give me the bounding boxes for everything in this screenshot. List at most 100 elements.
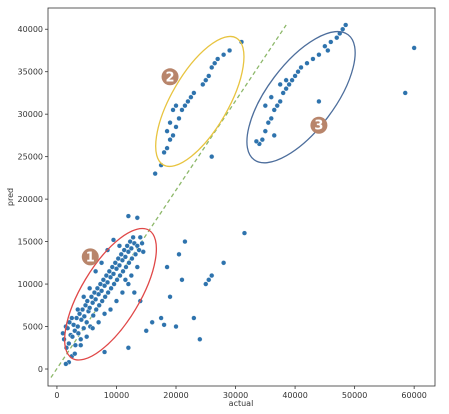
data-point — [191, 90, 197, 96]
data-point — [66, 340, 72, 347]
data-point — [158, 315, 164, 321]
data-point — [90, 312, 96, 319]
data-point — [107, 274, 114, 280]
data-point — [90, 325, 96, 331]
data-point — [304, 60, 310, 66]
data-point — [81, 325, 87, 331]
data-point — [209, 272, 215, 279]
y-tick-label: 15000 — [18, 238, 43, 247]
data-point — [283, 77, 289, 83]
data-point — [90, 300, 96, 306]
points-layer — [60, 22, 417, 367]
y-tick-label: 35000 — [18, 68, 43, 77]
data-point — [101, 283, 108, 289]
x-tick-label: 30000 — [223, 391, 248, 400]
data-point — [137, 234, 143, 240]
data-point — [125, 249, 131, 255]
cluster-ellipse-1 — [63, 227, 158, 361]
data-point — [173, 323, 179, 330]
data-point — [149, 319, 155, 325]
cluster-badge-label-2: 2 — [166, 70, 175, 85]
data-point — [164, 264, 170, 270]
data-point — [79, 306, 86, 313]
data-point — [114, 277, 120, 283]
data-point — [176, 115, 182, 122]
data-point — [206, 277, 212, 283]
x-tick-label: 0 — [54, 391, 59, 400]
y-tick-label: 30000 — [18, 110, 43, 119]
data-point — [164, 145, 170, 151]
data-point — [132, 251, 139, 257]
data-point — [129, 255, 135, 262]
data-point — [277, 98, 283, 105]
data-point — [123, 264, 129, 270]
data-point — [200, 81, 206, 88]
data-point — [111, 281, 117, 287]
data-point — [73, 315, 80, 321]
x-axis-ticks: 0 10000 20000 30000 40000 50000 60000 — [54, 386, 427, 400]
data-point — [182, 103, 188, 109]
data-point — [274, 103, 280, 109]
data-point — [63, 361, 69, 367]
data-point — [104, 279, 111, 285]
data-point — [116, 262, 123, 268]
data-point — [402, 90, 408, 96]
data-point — [93, 296, 99, 302]
data-point — [143, 328, 149, 334]
data-point — [100, 277, 106, 283]
data-point — [107, 306, 114, 313]
data-point — [173, 124, 179, 130]
data-point — [167, 294, 173, 300]
data-point — [125, 213, 131, 219]
data-point — [170, 132, 176, 139]
data-point — [209, 154, 215, 160]
data-point — [125, 345, 131, 351]
data-point — [221, 52, 227, 58]
y-tick-label: 5000 — [23, 323, 43, 332]
data-point — [206, 73, 212, 79]
reference-line — [50, 24, 287, 378]
data-point — [110, 271, 117, 277]
data-point — [265, 120, 271, 126]
data-point — [179, 107, 185, 113]
data-point — [212, 60, 218, 66]
x-axis-label: actual — [229, 399, 254, 408]
data-point — [119, 257, 126, 263]
data-point — [283, 86, 289, 92]
data-point — [105, 289, 111, 296]
data-point — [126, 260, 132, 266]
data-point — [108, 285, 114, 291]
cluster-badge-layer: 1 2 3 — [81, 68, 328, 266]
data-point — [99, 298, 105, 304]
data-point — [98, 288, 105, 294]
data-point — [191, 315, 197, 321]
x-tick-label: 10000 — [104, 391, 129, 400]
data-point — [185, 98, 191, 105]
data-point — [277, 81, 283, 88]
data-point — [241, 230, 248, 236]
data-point — [134, 264, 140, 270]
y-tick-label: 25000 — [18, 153, 43, 162]
x-tick-label: 20000 — [163, 391, 188, 400]
data-point — [78, 317, 84, 323]
data-point — [113, 298, 120, 304]
data-point — [289, 77, 295, 83]
data-point — [203, 281, 209, 287]
data-point — [81, 313, 87, 319]
data-point — [87, 285, 93, 291]
data-point — [215, 56, 221, 62]
data-point — [152, 171, 158, 177]
data-point — [164, 128, 170, 134]
data-point — [325, 47, 331, 54]
data-point — [122, 254, 129, 260]
data-point — [101, 349, 108, 355]
data-point — [188, 94, 194, 100]
data-point — [173, 103, 179, 109]
data-point — [96, 302, 102, 308]
data-point — [262, 103, 268, 109]
data-point — [411, 45, 417, 51]
data-point — [88, 294, 95, 300]
data-point — [110, 237, 117, 243]
